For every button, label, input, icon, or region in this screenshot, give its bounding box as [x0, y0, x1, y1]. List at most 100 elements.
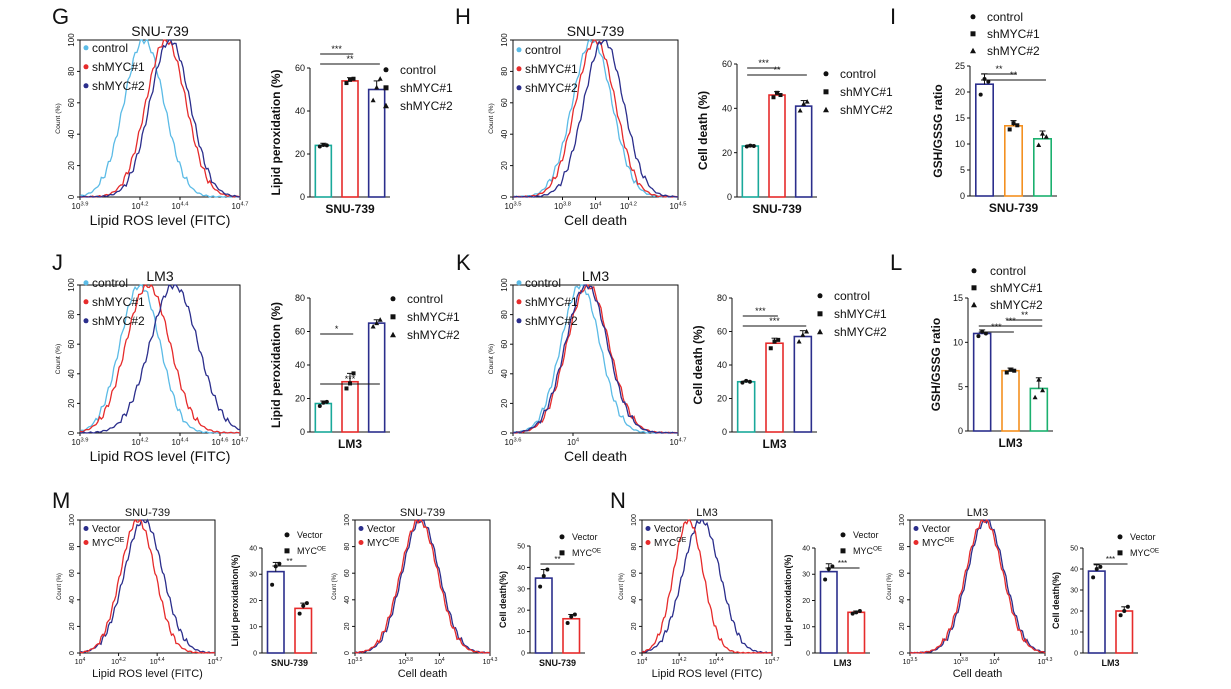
y-tick-label: 50	[1070, 545, 1078, 552]
y-axis-label: GSH/GSSG ratio	[929, 318, 943, 411]
y-tick-label: 40	[295, 360, 305, 370]
legend-label: shMYC#1	[990, 281, 1043, 295]
legend-label: control	[840, 67, 876, 81]
chart-title: LM3	[582, 268, 609, 284]
series-line-shmyc2	[513, 39, 679, 198]
significance-label: ***	[755, 306, 766, 316]
legend-marker	[83, 45, 89, 51]
data-point	[1012, 368, 1017, 373]
y-tick-label: 20	[500, 398, 509, 407]
data-point	[344, 386, 349, 391]
legend-label: MYCOE	[297, 545, 326, 556]
series-line-control	[79, 39, 241, 198]
data-point	[321, 400, 326, 405]
x-tick-label: 104.2	[132, 201, 149, 211]
chart-K-bar: 0 20 40 60 80 Cell death (%) LM3 ****** control s…	[691, 289, 887, 451]
bar-shmyc1	[765, 342, 784, 433]
data-point	[374, 320, 380, 326]
legend-label: shMYC#2	[92, 314, 145, 328]
y-tick-label: 0	[899, 651, 906, 655]
legend-marker	[516, 85, 522, 91]
legend-marker	[83, 526, 89, 531]
legend-label: MYCOE	[1130, 547, 1159, 558]
legend-label: control	[525, 276, 561, 290]
chart-N-hist2: 0 20 40 60 80 100 103.5 103.8 104 104.3 Count (%) C…	[887, 507, 1053, 680]
y-tick-label: 80	[295, 293, 305, 303]
chart-title: SNU-739	[400, 507, 445, 519]
legend-label: shMYC#1	[840, 85, 893, 99]
data-point	[797, 107, 803, 113]
data-point	[857, 609, 862, 613]
series-line-shmyc1	[79, 39, 241, 198]
y-tick-label: 0	[344, 651, 351, 655]
y-tick-label: 40	[517, 565, 525, 572]
y-tick-label: 10	[955, 139, 965, 149]
series-line-vector	[354, 518, 491, 654]
data-point	[978, 92, 983, 97]
x-tick-label: 104.7	[232, 201, 249, 211]
legend-marker	[971, 301, 977, 308]
data-point	[317, 404, 322, 409]
y-tick-label: 60	[899, 569, 906, 577]
legend-label: shMYC#1	[400, 81, 453, 95]
y-tick-label: 20	[802, 598, 810, 605]
y-tick-label: 0	[631, 651, 638, 655]
x-tick-label: 103.5	[348, 657, 363, 666]
data-point	[304, 601, 309, 606]
y-tick-label: 30	[517, 586, 525, 593]
y-tick-label: 40	[717, 360, 727, 370]
chart-K-hist: 0 20 40 60 80 100 103.6 104 104.7 Count (%) Cell d…	[488, 268, 686, 464]
series-line-shmyc2	[512, 284, 679, 434]
legend-label: Vector	[922, 524, 951, 535]
chart-M-hist2: 0 20 40 60 80 100 103.5 103.8 104 104.3 Count (%) C…	[332, 507, 498, 680]
plot-frame	[79, 39, 241, 198]
y-tick-label: 40	[295, 106, 305, 116]
data-point	[344, 81, 349, 86]
legend-label: control	[525, 43, 561, 57]
legend-label: shMYC#1	[92, 295, 145, 309]
significance-label: *	[335, 324, 339, 334]
series-line-mycoe	[79, 518, 216, 654]
significance-label: ***	[838, 559, 847, 568]
significance-label: **	[286, 557, 292, 566]
legend-marker	[284, 532, 290, 538]
legend-label: shMYC#2	[400, 99, 453, 113]
legend-marker	[358, 540, 364, 545]
y-tick-label: 40	[722, 103, 732, 113]
data-point	[1004, 370, 1009, 375]
data-point	[317, 144, 322, 149]
y-tick-label: 60	[295, 63, 305, 73]
y-tick-label: 20	[344, 622, 351, 630]
significance-label: ***	[758, 58, 769, 68]
y-axis-label: Count (%)	[55, 103, 62, 134]
data-point	[348, 77, 352, 82]
x-axis-label: Lipid ROS level (FITC)	[92, 668, 203, 680]
x-axis-label: LM3	[338, 437, 362, 451]
bar-shmyc1	[1001, 369, 1020, 432]
bar-control	[736, 380, 756, 433]
data-point	[351, 371, 356, 376]
y-tick-label: 100	[500, 33, 509, 47]
series-line-vector	[909, 519, 1046, 654]
legend-marker	[516, 318, 522, 324]
y-tick-label: 10	[249, 624, 257, 631]
panel-letter-N: N	[610, 488, 626, 513]
legend-marker	[645, 526, 651, 531]
y-axis-label: Lipid peroxidation (%)	[269, 70, 283, 196]
y-axis-label: Count (%)	[332, 573, 338, 600]
legend-label: shMYC#2	[990, 298, 1043, 312]
chart-M-hist1: 0 20 40 60 80 100 104 104.2 104.4 104.7 Count (%) L…	[57, 507, 223, 680]
x-tick-label: 104.7	[765, 657, 780, 666]
x-tick-label: 104	[567, 437, 580, 447]
series-line-mycoe	[641, 519, 773, 654]
y-tick-label: 0	[500, 194, 509, 199]
data-point	[854, 610, 859, 615]
series-line-vector	[641, 519, 773, 654]
bar-control	[974, 83, 994, 197]
significance-label: ***	[1005, 316, 1016, 326]
y-tick-label: 0	[958, 426, 963, 436]
data-point	[748, 143, 753, 148]
data-point	[1040, 387, 1046, 393]
